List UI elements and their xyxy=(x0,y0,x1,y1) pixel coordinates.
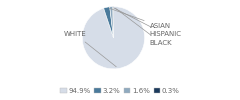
Text: ASIAN: ASIAN xyxy=(109,8,171,29)
Wedge shape xyxy=(104,7,114,38)
Legend: 94.9%, 3.2%, 1.6%, 0.3%: 94.9%, 3.2%, 1.6%, 0.3% xyxy=(57,85,183,96)
Wedge shape xyxy=(82,7,144,69)
Text: WHITE: WHITE xyxy=(64,31,116,67)
Text: HISPANIC: HISPANIC xyxy=(114,8,181,37)
Wedge shape xyxy=(110,7,114,38)
Wedge shape xyxy=(113,7,114,38)
Text: BLACK: BLACK xyxy=(115,8,172,46)
